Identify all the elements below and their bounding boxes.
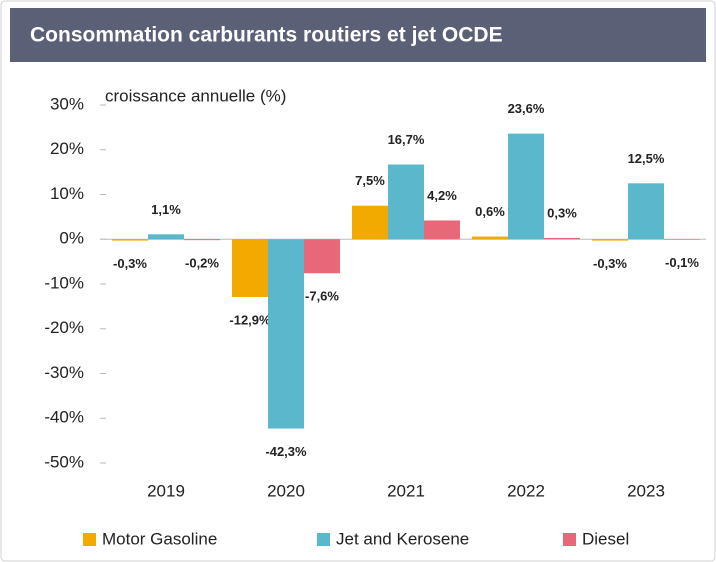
x-tick-label: 2019 (147, 481, 185, 500)
y-tick-label: -10% (44, 273, 84, 292)
value-label: -42,3% (265, 444, 307, 459)
y-axis-label: croissance annuelle (%) (105, 86, 286, 105)
legend-label: Jet and Kerosene (336, 529, 469, 548)
value-label: 16,7% (388, 132, 425, 147)
value-label: -0,1% (665, 255, 699, 270)
value-label: -0,2% (185, 256, 219, 271)
bar (592, 239, 628, 241)
y-tick-label: -40% (44, 408, 84, 427)
value-label: 4,2% (427, 188, 457, 203)
bar (148, 234, 184, 240)
bar (472, 236, 508, 240)
legend-label: Motor Gasoline (102, 529, 217, 548)
value-label: 0,6% (475, 204, 505, 219)
bar (508, 133, 544, 240)
value-label: 12,5% (628, 151, 665, 166)
y-tick-label: 20% (50, 139, 84, 158)
x-tick-label: 2020 (267, 481, 305, 500)
x-tick-label: 2021 (387, 481, 425, 500)
legend-swatch (83, 533, 96, 546)
bar (304, 239, 340, 274)
x-tick-label: 2022 (507, 481, 545, 500)
y-tick-label: -30% (44, 363, 84, 382)
legend-label: Diesel (582, 529, 629, 548)
bar (352, 205, 388, 240)
value-label: 0,3% (547, 205, 577, 220)
value-label: -0,3% (113, 256, 147, 271)
y-tick-label: -50% (44, 452, 84, 471)
bar (232, 239, 268, 297)
value-label: 23,6% (508, 101, 545, 116)
bar (628, 183, 664, 240)
y-tick-label: 0% (59, 229, 84, 248)
bar (388, 164, 424, 240)
value-label: -7,6% (305, 289, 339, 304)
chart-title: Consommation carburants routiers et jet … (30, 24, 503, 47)
value-label: -12,9% (229, 312, 271, 327)
header (10, 8, 706, 62)
bar (424, 220, 460, 240)
bar (112, 239, 148, 241)
value-label: 1,1% (151, 202, 181, 217)
bar (544, 237, 580, 240)
bar (268, 239, 304, 429)
y-tick-label: -20% (44, 318, 84, 337)
y-tick-label: 10% (50, 184, 84, 203)
legend-swatch (563, 533, 576, 546)
value-label: 7,5% (355, 173, 385, 188)
value-label: -0,3% (593, 256, 627, 271)
y-tick-label: 30% (50, 94, 84, 113)
bar (184, 239, 220, 241)
x-tick-label: 2023 (627, 481, 665, 500)
legend-swatch (317, 533, 330, 546)
